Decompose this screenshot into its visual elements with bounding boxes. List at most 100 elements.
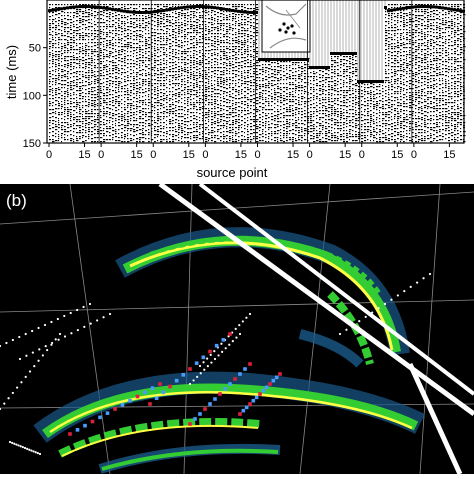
trace-sample: [265, 141, 267, 142]
trace-sample: [85, 136, 87, 137]
trace-sample: [115, 114, 117, 115]
trace-sample: [334, 56, 336, 57]
trace-sample: [121, 17, 123, 18]
trace-sample: [82, 16, 84, 17]
trace-sample: [208, 112, 209, 113]
trace-sample: [286, 93, 288, 94]
trace-sample: [352, 103, 354, 104]
trace-sample: [280, 95, 282, 96]
trace-sample: [385, 114, 388, 115]
trace-sample: [112, 102, 113, 103]
trace-sample: [379, 90, 381, 91]
trace-sample: [217, 96, 218, 97]
trace-sample: [193, 87, 195, 88]
trace-sample: [49, 128, 51, 129]
trace-sample: [211, 137, 213, 138]
trace-sample: [196, 126, 198, 127]
trace-sample: [97, 82, 99, 83]
trace-sample: [283, 112, 284, 113]
trace-sample: [340, 105, 342, 106]
trace-sample: [229, 33, 230, 34]
trace-sample: [337, 73, 339, 74]
trace-sample: [103, 72, 104, 73]
trace-sample: [187, 132, 189, 133]
trace-sample: [178, 22, 180, 23]
trace-sample: [82, 88, 83, 89]
trace-sample: [409, 35, 411, 36]
trace-sample: [313, 128, 315, 129]
trace-sample: [361, 138, 363, 139]
trace-sample: [199, 52, 201, 53]
trace-sample: [49, 23, 51, 24]
trace-sample: [181, 126, 182, 127]
trace-sample: [292, 101, 294, 102]
trace-sample: [103, 122, 104, 123]
trace-sample: [376, 93, 378, 94]
trace-sample: [172, 49, 174, 50]
trace-sample: [196, 94, 197, 95]
trace-sample: [301, 129, 303, 130]
trace-sample: [112, 94, 113, 95]
trace-sample: [52, 66, 53, 67]
trace-sample: [349, 68, 351, 69]
trace-sample: [49, 43, 51, 44]
trace-sample: [199, 81, 201, 82]
trace-sample: [67, 109, 70, 110]
trace-sample: [106, 36, 108, 37]
trace-sample: [355, 63, 357, 64]
trace-sample: [166, 54, 167, 55]
trace-sample: [187, 21, 189, 22]
trace-sample: [400, 109, 402, 110]
trace-sample: [319, 107, 320, 108]
trace-sample: [181, 18, 182, 19]
trace-sample: [136, 104, 137, 105]
trace-sample: [385, 43, 387, 44]
trace-sample: [82, 114, 83, 115]
trace-sample: [127, 4, 129, 5]
trace-sample: [211, 94, 212, 95]
trace-sample: [349, 58, 351, 59]
trace-sample: [235, 85, 236, 86]
trace-sample: [127, 130, 128, 131]
trace-sample: [91, 94, 93, 95]
trace-sample: [229, 127, 231, 128]
trace-sample: [202, 118, 203, 119]
trace-sample: [223, 82, 225, 83]
trace-sample: [82, 121, 84, 122]
trace-sample: [88, 102, 90, 103]
trace-sample: [247, 66, 250, 67]
trace-sample: [373, 119, 374, 120]
trace-sample: [163, 93, 165, 94]
trace-sample: [160, 13, 162, 14]
trace-sample: [289, 101, 292, 102]
trace-sample: [406, 56, 407, 57]
trace-sample: [166, 124, 167, 125]
trace-sample: [247, 8, 249, 9]
trace-sample: [220, 79, 221, 80]
trace-sample: [64, 102, 65, 103]
trace-sample: [145, 45, 147, 46]
trace-sample: [73, 102, 75, 103]
trace-sample: [208, 22, 210, 23]
trace-sample: [208, 29, 210, 30]
trace-sample: [178, 88, 180, 89]
trace-sample: [304, 139, 306, 140]
trace-sample: [379, 134, 380, 135]
trace-sample: [343, 136, 345, 137]
trace-sample: [139, 70, 141, 71]
trace-sample: [55, 69, 57, 70]
trace-sample: [409, 52, 410, 53]
trace-sample: [226, 110, 228, 111]
trace-sample: [49, 34, 52, 35]
trace-sample: [118, 125, 121, 126]
trace-sample: [250, 129, 252, 130]
trace-sample: [82, 11, 84, 12]
trace-sample: [169, 106, 171, 107]
trace-sample: [199, 102, 201, 103]
trace-sample: [253, 125, 255, 126]
trace-sample: [247, 54, 249, 55]
trace-sample: [172, 94, 175, 95]
trace-sample: [211, 71, 214, 72]
trace-sample: [334, 111, 336, 112]
trace-sample: [121, 116, 124, 117]
